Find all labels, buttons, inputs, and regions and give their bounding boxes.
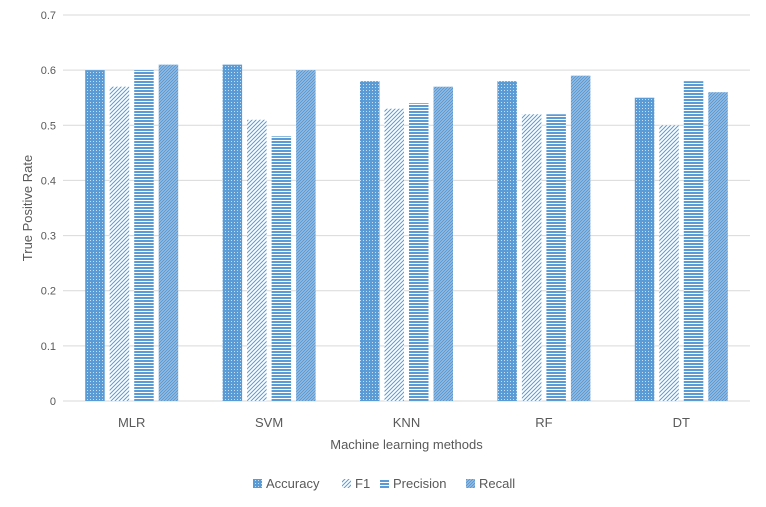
legend-label-accuracy: Accuracy: [266, 476, 320, 491]
y-tick-label: 0: [50, 396, 56, 408]
bar-recall-knn: [433, 86, 453, 401]
y-axis-title: True Positive Rate: [20, 155, 35, 261]
bar-recall-mlr: [158, 64, 179, 401]
legend-swatch-accuracy: [253, 479, 262, 488]
bar-precision-mlr: [134, 70, 154, 402]
legend-swatch-recall: [466, 479, 475, 488]
legend-label-f1: F1: [355, 476, 370, 491]
x-tick-label: RF: [535, 415, 552, 430]
y-tick-label: 0.1: [41, 341, 56, 353]
legend-swatch-precision: [380, 479, 389, 488]
bar-precision-svm: [271, 136, 292, 402]
x-tick-label: SVM: [255, 415, 283, 430]
legend: Accuracy F1 Precision Recall: [253, 476, 515, 491]
bar-accuracy-svm: [222, 64, 243, 401]
y-tick-label: 0.4: [41, 175, 56, 187]
y-tick-label: 0.2: [41, 286, 56, 298]
bar-accuracy-dt: [634, 97, 655, 401]
bar-f1-knn: [384, 108, 404, 401]
legend-label-precision: Precision: [393, 476, 446, 491]
x-tick-label: KNN: [393, 415, 420, 430]
y-tick-label: 0.3: [41, 231, 56, 243]
bar-recall-rf: [570, 75, 591, 402]
y-axis-ticks: 0 0.1 0.2 0.3 0.4 0.5 0.6 0.7: [41, 10, 56, 408]
bar-f1-svm: [247, 119, 267, 402]
bar-f1-rf: [521, 114, 542, 401]
bar-accuracy-mlr: [85, 70, 105, 402]
bar-f1-mlr: [109, 86, 130, 401]
y-tick-label: 0.6: [41, 65, 56, 77]
bar-recall-svm: [296, 70, 316, 402]
bar-precision-rf: [546, 114, 566, 401]
bar-f1-dt: [659, 125, 679, 402]
bar-precision-dt: [683, 81, 704, 402]
bar-precision-knn: [409, 103, 429, 401]
bars-group: [85, 64, 728, 402]
bar-accuracy-rf: [497, 81, 517, 402]
legend-swatch-f1: [342, 479, 351, 488]
y-tick-label: 0.5: [41, 120, 56, 132]
x-tick-label: DT: [673, 415, 690, 430]
x-tick-label: MLR: [118, 415, 145, 430]
x-axis-ticks: MLR SVM KNN RF DT: [118, 415, 690, 430]
bar-accuracy-knn: [360, 81, 380, 402]
y-tick-label: 0.7: [41, 10, 56, 22]
bar-recall-dt: [708, 92, 728, 401]
x-axis-title: Machine learning methods: [330, 437, 483, 452]
legend-label-recall: Recall: [479, 476, 515, 491]
